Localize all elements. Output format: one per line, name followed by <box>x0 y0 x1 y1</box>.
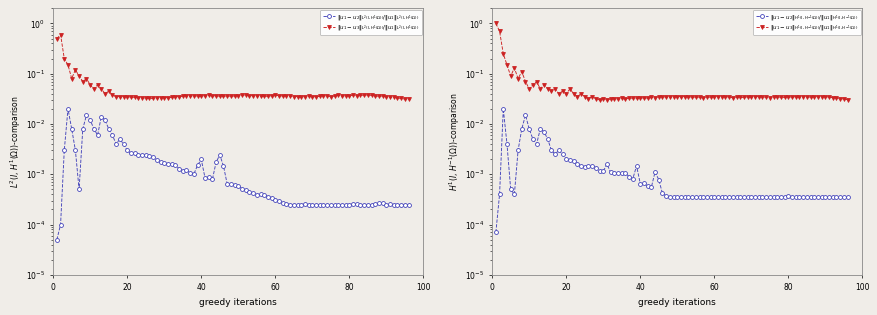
$\|u_1 - u_3\|_{H^1(I,H^{-1}(\Omega))}/\|u_1\|_{H^1(I,H^{-1}(\Omega))}$ <box>594 98 604 102</box>
$\|u_1 - u_2\|_{L^2(I,H^1(\Omega))}/\|u_1\|_{L^2(I,H^1(\Omega))}$ <box>232 184 243 188</box>
$\|u_1 - u_2\|_{H^1(I,H^{-1}(\Omega))}/\|u_1\|_{H^1(I,H^{-1}(\Omega))}$ <box>594 169 604 173</box>
Legend: $\|u_1 - u_2\|_{L^2(I,H^1(\Omega))}/\|u_1\|_{L^2(I,H^1(\Omega))}$, $\|u_1 - u_3\: $\|u_1 - u_2\|_{L^2(I,H^1(\Omega))}/\|u_… <box>319 10 421 35</box>
$\|u_1 - u_2\|_{H^1(I,H^{-1}(\Omega))}/\|u_1\|_{H^1(I,H^{-1}(\Omega))}$ <box>816 195 826 199</box>
$\|u_1 - u_3\|_{H^1(I,H^{-1}(\Omega))}/\|u_1\|_{H^1(I,H^{-1}(\Omega))}$ <box>538 83 549 87</box>
Line: $\|u_1 - u_2\|_{L^2(I,H^1(\Omega))}/\|u_1\|_{L^2(I,H^1(\Omega))}$: $\|u_1 - u_2\|_{L^2(I,H^1(\Omega))}/\|u_… <box>55 107 410 242</box>
$\|u_1 - u_3\|_{H^1(I,H^{-1}(\Omega))}/\|u_1\|_{H^1(I,H^{-1}(\Omega))}$ <box>671 95 681 99</box>
$\|u_1 - u_3\|_{H^1(I,H^{-1}(\Omega))}/\|u_1\|_{H^1(I,H^{-1}(\Omega))}$ <box>841 98 852 101</box>
$\|u_1 - u_2\|_{H^1(I,H^{-1}(\Omega))}/\|u_1\|_{H^1(I,H^{-1}(\Omega))}$ <box>671 195 681 199</box>
$\|u_1 - u_3\|_{L^2(I,H^1(\Omega))}/\|u_1\|_{L^2(I,H^1(\Omega))}$ <box>155 96 166 100</box>
$\|u_1 - u_3\|_{L^2(I,H^1(\Omega))}/\|u_1\|_{L^2(I,H^1(\Omega))}$ <box>55 33 66 37</box>
X-axis label: greedy iterations: greedy iterations <box>638 298 716 307</box>
$\|u_1 - u_3\|_{L^2(I,H^1(\Omega))}/\|u_1\|_{L^2(I,H^1(\Omega))}$ <box>403 97 413 101</box>
$\|u_1 - u_2\|_{H^1(I,H^{-1}(\Omega))}/\|u_1\|_{H^1(I,H^{-1}(\Omega))}$ <box>841 195 852 199</box>
$\|u_1 - u_3\|_{L^2(I,H^1(\Omega))}/\|u_1\|_{L^2(I,H^1(\Omega))}$ <box>52 37 62 41</box>
$\|u_1 - u_3\|_{L^2(I,H^1(\Omega))}/\|u_1\|_{L^2(I,H^1(\Omega))}$ <box>103 89 114 93</box>
$\|u_1 - u_2\|_{H^1(I,H^{-1}(\Omega))}/\|u_1\|_{H^1(I,H^{-1}(\Omega))}$ <box>682 195 693 199</box>
$\|u_1 - u_3\|_{L^2(I,H^1(\Omega))}/\|u_1\|_{L^2(I,H^1(\Omega))}$ <box>244 94 254 98</box>
Line: $\|u_1 - u_3\|_{L^2(I,H^1(\Omega))}/\|u_1\|_{L^2(I,H^1(\Omega))}$: $\|u_1 - u_3\|_{L^2(I,H^1(\Omega))}/\|u_… <box>55 33 410 101</box>
$\|u_1 - u_3\|_{H^1(I,H^{-1}(\Omega))}/\|u_1\|_{H^1(I,H^{-1}(\Omega))}$ <box>816 95 826 99</box>
$\|u_1 - u_2\|_{L^2(I,H^1(\Omega))}/\|u_1\|_{L^2(I,H^1(\Omega))}$ <box>244 190 254 193</box>
Y-axis label: $L^2(I,\,H^1(\Omega))$-comparison: $L^2(I,\,H^1(\Omega))$-comparison <box>8 95 23 188</box>
$\|u_1 - u_2\|_{H^1(I,H^{-1}(\Omega))}/\|u_1\|_{H^1(I,H^{-1}(\Omega))}$ <box>490 230 501 234</box>
$\|u_1 - u_3\|_{H^1(I,H^{-1}(\Omega))}/\|u_1\|_{H^1(I,H^{-1}(\Omega))}$ <box>645 96 656 100</box>
$\|u_1 - u_2\|_{L^2(I,H^1(\Omega))}/\|u_1\|_{L^2(I,H^1(\Omega))}$ <box>103 127 114 131</box>
$\|u_1 - u_3\|_{H^1(I,H^{-1}(\Omega))}/\|u_1\|_{H^1(I,H^{-1}(\Omega))}$ <box>590 97 601 100</box>
$\|u_1 - u_3\|_{L^2(I,H^1(\Omega))}/\|u_1\|_{L^2(I,H^1(\Omega))}$ <box>207 94 217 98</box>
$\|u_1 - u_2\|_{L^2(I,H^1(\Omega))}/\|u_1\|_{L^2(I,H^1(\Omega))}$ <box>403 203 413 206</box>
$\|u_1 - u_2\|_{L^2(I,H^1(\Omega))}/\|u_1\|_{L^2(I,H^1(\Omega))}$ <box>207 178 217 181</box>
$\|u_1 - u_2\|_{H^1(I,H^{-1}(\Omega))}/\|u_1\|_{H^1(I,H^{-1}(\Omega))}$ <box>542 137 553 141</box>
$\|u_1 - u_3\|_{H^1(I,H^{-1}(\Omega))}/\|u_1\|_{H^1(I,H^{-1}(\Omega))}$ <box>490 21 501 25</box>
X-axis label: greedy iterations: greedy iterations <box>199 298 277 307</box>
$\|u_1 - u_3\|_{L^2(I,H^1(\Omega))}/\|u_1\|_{L^2(I,H^1(\Omega))}$ <box>377 94 388 98</box>
$\|u_1 - u_2\|_{L^2(I,H^1(\Omega))}/\|u_1\|_{L^2(I,H^1(\Omega))}$ <box>155 160 166 164</box>
$\|u_1 - u_2\|_{L^2(I,H^1(\Omega))}/\|u_1\|_{L^2(I,H^1(\Omega))}$ <box>62 107 73 111</box>
Y-axis label: $H^1(I,\,H^{-1}(\Omega))$-comparison: $H^1(I,\,H^{-1}(\Omega))$-comparison <box>446 92 461 191</box>
$\|u_1 - u_3\|_{L^2(I,H^1(\Omega))}/\|u_1\|_{L^2(I,H^1(\Omega))}$ <box>399 97 410 101</box>
$\|u_1 - u_3\|_{H^1(I,H^{-1}(\Omega))}/\|u_1\|_{H^1(I,H^{-1}(\Omega))}$ <box>682 95 693 99</box>
Legend: $\|u_1 - u_2\|_{H^1(I,H^{-1}(\Omega))}/\|u_1\|_{H^1(I,H^{-1}(\Omega))}$, $\|u_1 : $\|u_1 - u_2\|_{H^1(I,H^{-1}(\Omega))}/\… <box>752 10 859 35</box>
Line: $\|u_1 - u_3\|_{H^1(I,H^{-1}(\Omega))}/\|u_1\|_{H^1(I,H^{-1}(\Omega))}$: $\|u_1 - u_3\|_{H^1(I,H^{-1}(\Omega))}/\… <box>494 21 849 102</box>
Line: $\|u_1 - u_2\|_{H^1(I,H^{-1}(\Omega))}/\|u_1\|_{H^1(I,H^{-1}(\Omega))}$: $\|u_1 - u_2\|_{H^1(I,H^{-1}(\Omega))}/\… <box>494 107 849 234</box>
$\|u_1 - u_2\|_{L^2(I,H^1(\Omega))}/\|u_1\|_{L^2(I,H^1(\Omega))}$ <box>377 201 388 205</box>
$\|u_1 - u_2\|_{H^1(I,H^{-1}(\Omega))}/\|u_1\|_{H^1(I,H^{-1}(\Omega))}$ <box>645 185 656 189</box>
$\|u_1 - u_3\|_{L^2(I,H^1(\Omega))}/\|u_1\|_{L^2(I,H^1(\Omega))}$ <box>232 94 243 98</box>
$\|u_1 - u_2\|_{H^1(I,H^{-1}(\Omega))}/\|u_1\|_{H^1(I,H^{-1}(\Omega))}$ <box>497 107 508 111</box>
$\|u_1 - u_2\|_{L^2(I,H^1(\Omega))}/\|u_1\|_{L^2(I,H^1(\Omega))}$ <box>52 238 62 242</box>
